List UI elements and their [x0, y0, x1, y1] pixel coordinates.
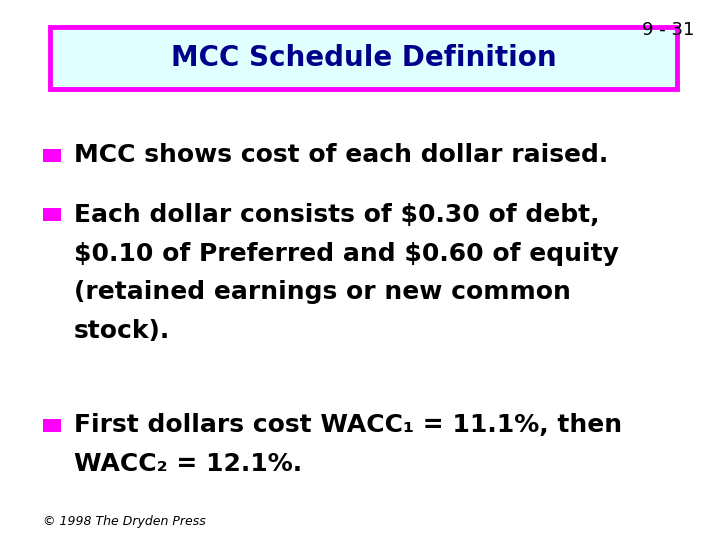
Text: $0.10 of Preferred and $0.60 of equity: $0.10 of Preferred and $0.60 of equity [74, 241, 619, 266]
Text: (retained earnings or new common: (retained earnings or new common [74, 280, 571, 305]
Bar [43, 208, 61, 221]
Bar [43, 148, 61, 162]
Text: stock).: stock). [74, 319, 171, 343]
Bar [43, 418, 61, 432]
Text: WACC₂ = 12.1%.: WACC₂ = 12.1%. [74, 452, 302, 476]
Text: MCC Schedule Definition: MCC Schedule Definition [171, 44, 557, 72]
Text: MCC shows cost of each dollar raised.: MCC shows cost of each dollar raised. [74, 143, 608, 167]
Text: 9 - 31: 9 - 31 [642, 21, 695, 38]
FancyBboxPatch shape [50, 27, 677, 89]
Text: Each dollar consists of $0.30 of debt,: Each dollar consists of $0.30 of debt, [74, 202, 600, 227]
Text: © 1998 The Dryden Press: © 1998 The Dryden Press [43, 515, 206, 528]
Text: First dollars cost WACC₁ = 11.1%, then: First dollars cost WACC₁ = 11.1%, then [74, 413, 622, 437]
